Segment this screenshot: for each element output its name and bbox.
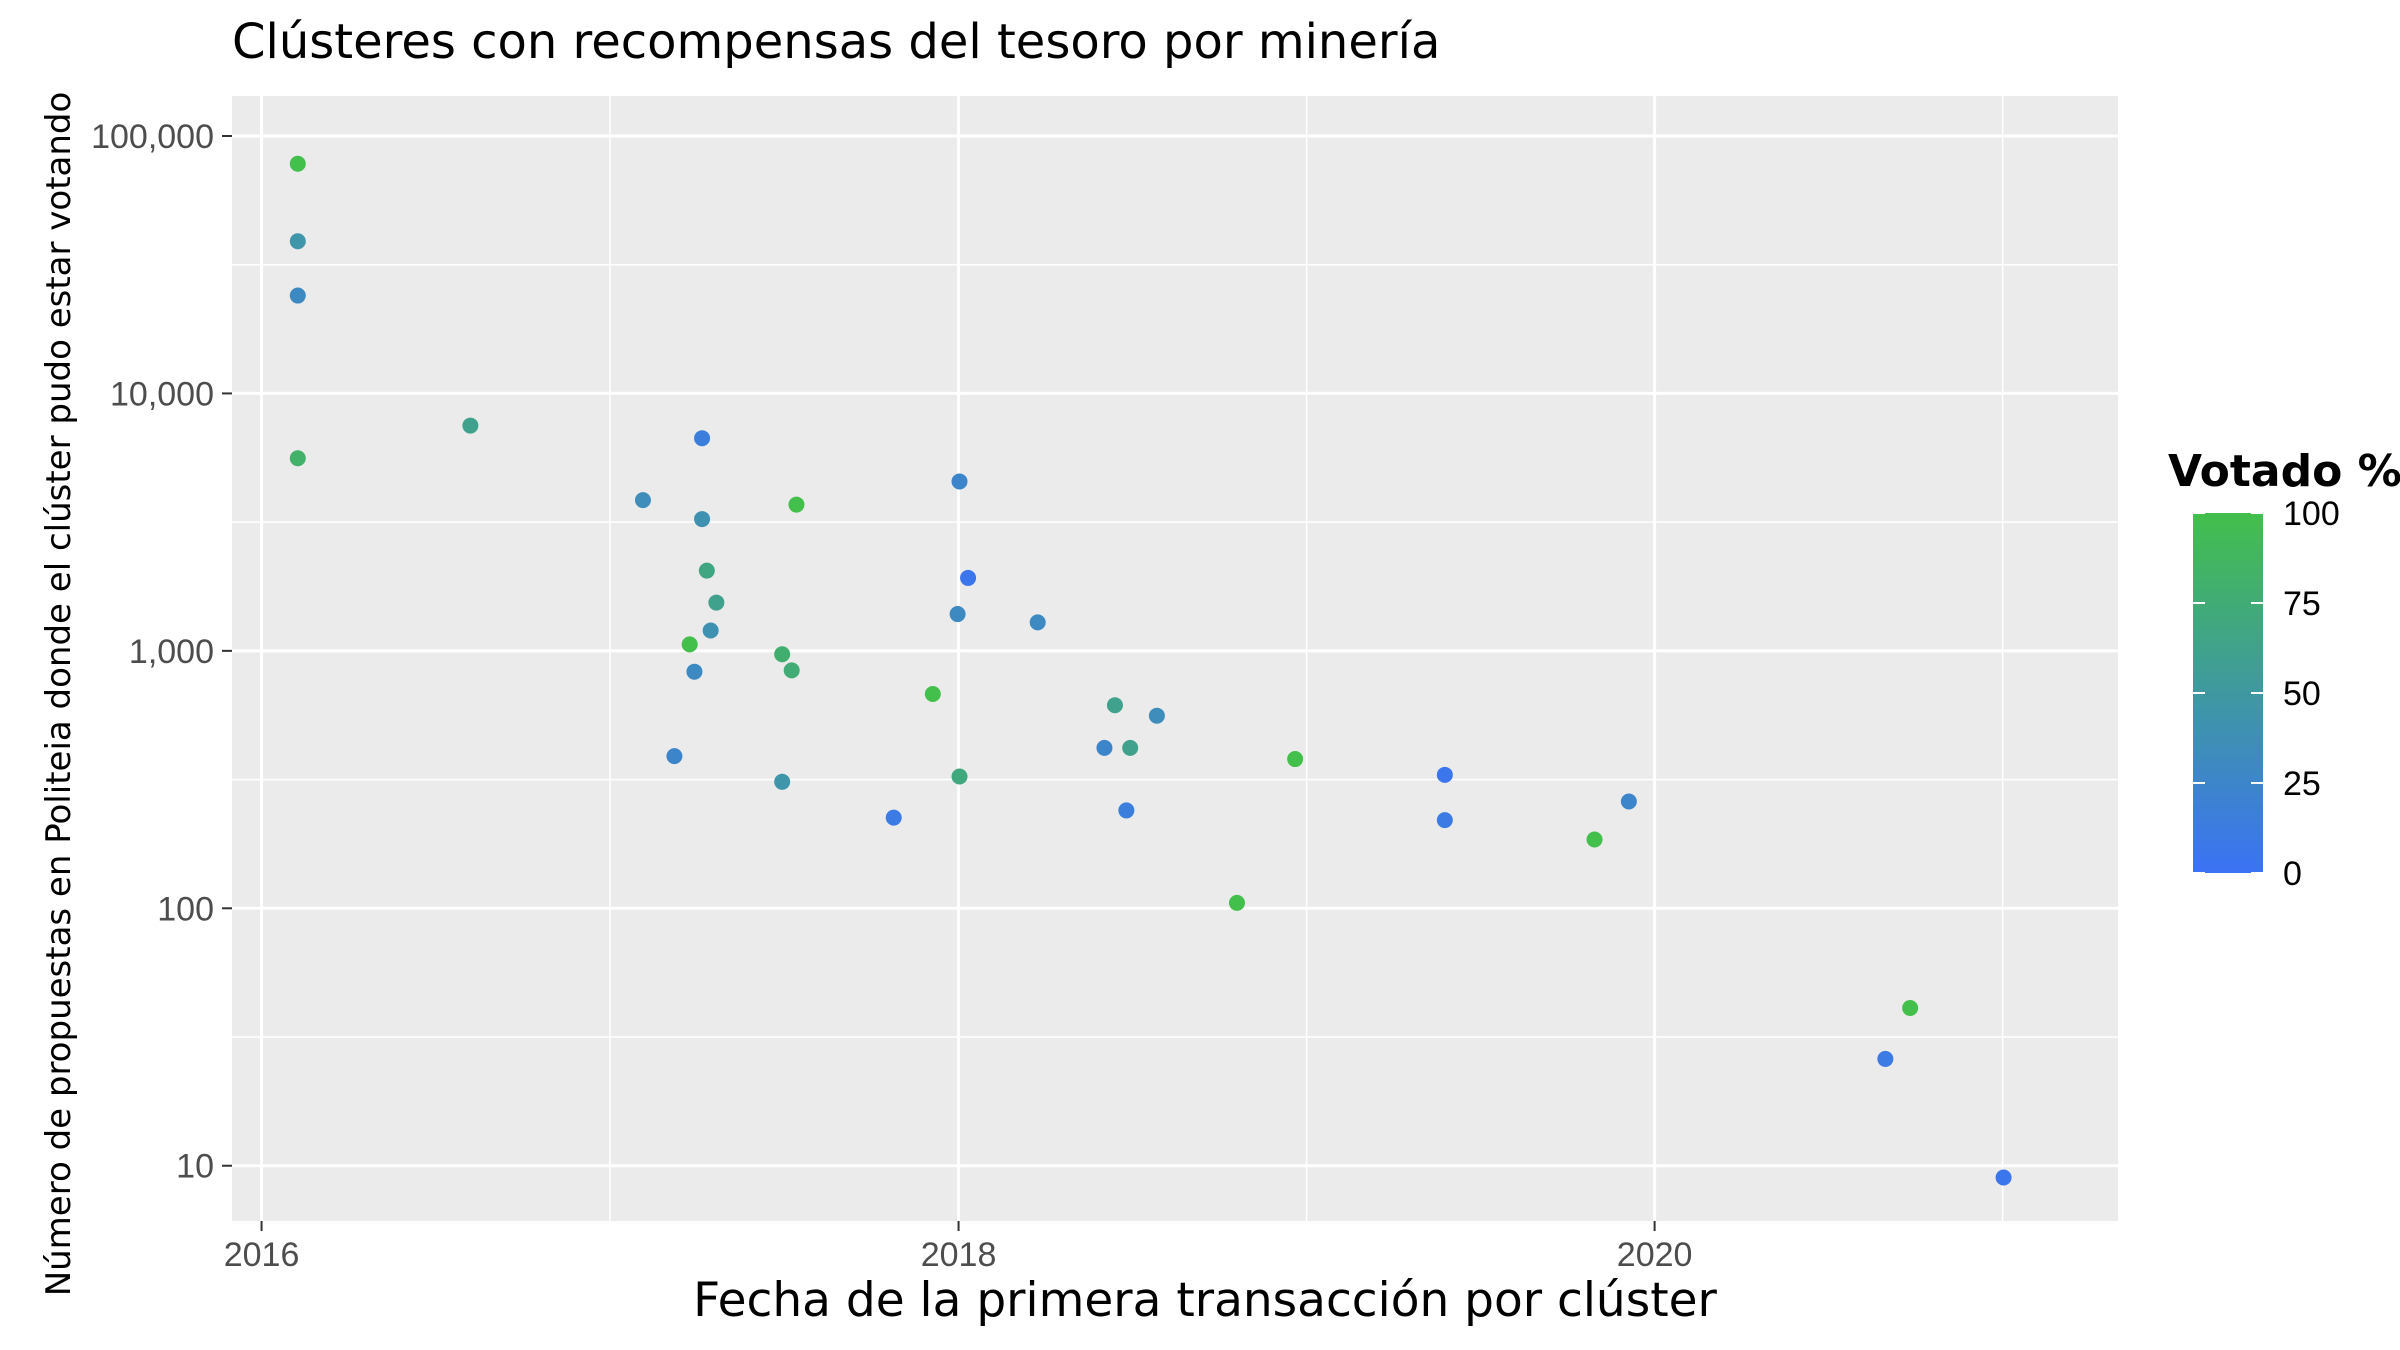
data-point <box>1436 766 1453 783</box>
y-axis-title: Número de propuestas en Politeia donde e… <box>39 92 79 1297</box>
data-point <box>1096 739 1113 756</box>
x-tick-label: 2018 <box>921 1236 997 1274</box>
legend-ticks: 0 25 50 75 100 <box>2193 495 2340 893</box>
legend-tick-label: 25 <box>2283 765 2321 803</box>
legend-tick-label: 50 <box>2283 675 2321 713</box>
data-point <box>694 511 711 528</box>
data-point <box>1620 793 1637 810</box>
legend-title: Votado % <box>2168 446 2400 497</box>
data-point <box>960 569 977 586</box>
data-point <box>289 450 306 467</box>
data-point <box>774 646 791 663</box>
data-point <box>1902 999 1919 1016</box>
data-point <box>1148 707 1165 724</box>
legend-tick-label: 100 <box>2283 495 2340 533</box>
data-point <box>694 430 711 447</box>
data-point <box>666 748 683 765</box>
data-point <box>1228 894 1245 911</box>
data-point <box>949 606 966 623</box>
data-point <box>681 636 698 653</box>
data-point <box>634 492 651 509</box>
data-point <box>686 663 703 680</box>
y-tick-label: 10,000 <box>110 375 214 413</box>
data-point <box>289 155 306 172</box>
data-point <box>289 287 306 304</box>
data-point <box>924 685 941 702</box>
data-point <box>462 417 479 434</box>
legend-tick-label: 0 <box>2283 855 2302 893</box>
axes: 2016 2018 2020 10 100 1,000 10,000 100,000 <box>91 118 1692 1274</box>
data-point <box>708 594 725 611</box>
y-tick-label: 100,000 <box>91 118 214 156</box>
grid-lines <box>232 96 2118 1221</box>
plot-panel <box>232 96 2118 1221</box>
data-point <box>1118 802 1135 819</box>
legend-tick-label: 75 <box>2283 585 2321 623</box>
x-axis-title: Fecha de la primera transacción por clús… <box>693 1273 1717 1328</box>
data-point <box>1436 812 1453 829</box>
data-point <box>1106 697 1123 714</box>
data-point <box>1586 831 1603 848</box>
data-point <box>1122 739 1139 756</box>
data-point <box>1877 1050 1894 1067</box>
data-point <box>885 809 902 826</box>
data-point <box>1029 614 1046 631</box>
chart-title: Clústeres con recompensas del tesoro por… <box>232 14 1440 70</box>
data-point <box>783 662 800 679</box>
data-points <box>289 155 2012 1186</box>
data-point <box>698 562 715 579</box>
data-point <box>788 496 805 513</box>
y-tick-label: 1,000 <box>129 633 214 671</box>
data-point <box>702 622 719 639</box>
data-point <box>289 233 306 250</box>
y-tick-label: 100 <box>157 890 214 928</box>
data-point <box>774 773 791 790</box>
y-tick-label: 10 <box>176 1148 214 1186</box>
data-point <box>951 473 968 490</box>
data-point <box>951 768 968 785</box>
x-tick-label: 2016 <box>224 1236 300 1274</box>
x-tick-label: 2020 <box>1617 1236 1693 1274</box>
data-point <box>1995 1169 2012 1186</box>
data-point <box>1287 751 1304 768</box>
